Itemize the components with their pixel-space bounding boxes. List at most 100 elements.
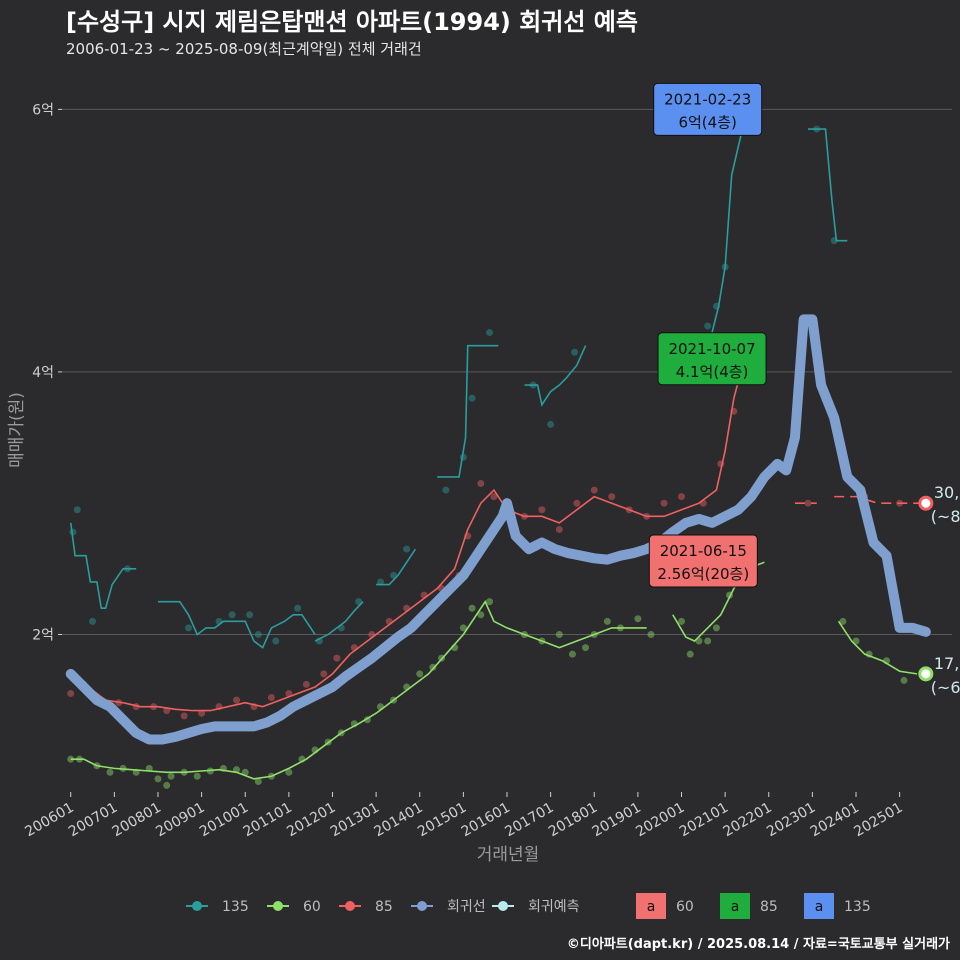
series-line-135-4 bbox=[437, 344, 499, 478]
annotation-box-0 bbox=[653, 82, 763, 136]
footer-credit: ©디아파트(dapt.kr) / 2025.08.14 / 자료=국토교통부 실… bbox=[567, 936, 950, 952]
legend-label-0: 135 bbox=[222, 899, 249, 915]
scatter-point-85-30 bbox=[555, 525, 563, 533]
end-label-value-85: 30,000 bbox=[934, 483, 960, 502]
scatter-point-85-12 bbox=[267, 693, 275, 701]
scatter-point-60-46 bbox=[678, 617, 686, 625]
scatter-point-135-23 bbox=[571, 348, 579, 356]
scatter-point-135-7 bbox=[246, 611, 254, 619]
y-ticks: 2억 4억 6억 bbox=[32, 102, 62, 643]
scatter-point-135-16 bbox=[403, 545, 411, 553]
scatter-point-85-16 bbox=[333, 654, 341, 662]
scatter-point-135-19 bbox=[468, 394, 476, 402]
x-tick-label-6: 201201 bbox=[284, 800, 338, 841]
legend-box-2 bbox=[804, 893, 834, 919]
legend-box-0 bbox=[636, 893, 666, 919]
scatter-point-60-33 bbox=[468, 604, 476, 612]
legend-box-label-1: 85 bbox=[760, 899, 778, 915]
scatter-point-135-2 bbox=[89, 617, 97, 625]
scatter-point-135-9 bbox=[272, 637, 280, 645]
scatter-point-85-10 bbox=[233, 696, 241, 704]
series-line-135-5 bbox=[524, 345, 587, 407]
series-line-135-3 bbox=[376, 548, 417, 586]
scatter-point-85-26 bbox=[490, 493, 498, 501]
scatter-point-60-3 bbox=[106, 768, 114, 776]
scatter-point-85-13 bbox=[285, 690, 293, 698]
x-tick-label-2: 200801 bbox=[110, 800, 164, 841]
scatter-point-135-24 bbox=[704, 322, 712, 330]
annotations: 2021-02-23 6억(4층) 2021-10-07 4.1억(4층) 2021-0… bbox=[648, 82, 767, 588]
end-point-85 bbox=[918, 495, 934, 511]
scatter-point-85-36 bbox=[660, 499, 668, 507]
legend-dot-3 bbox=[417, 901, 427, 911]
annotation-date-2: 2021-06-15 bbox=[660, 542, 747, 560]
legend-box-glyph-1: a bbox=[731, 899, 740, 915]
scatter-point-60-54 bbox=[839, 617, 847, 625]
scatter-point-60-50 bbox=[712, 624, 720, 632]
legend-box-1 bbox=[720, 893, 750, 919]
regression-line-path bbox=[65, 314, 931, 745]
scatter-point-60-44 bbox=[634, 615, 642, 623]
y-axis-title: 매매가(원) bbox=[7, 392, 27, 468]
y-tick-label-1: 4억 bbox=[32, 365, 54, 381]
scatter-point-85-14 bbox=[302, 680, 310, 688]
chart-subtitle: 2006-01-23 ~ 2025-08-09(최근계약일) 전체 거래건 bbox=[66, 40, 422, 58]
scatter-point-85-31 bbox=[573, 499, 581, 507]
annotation-box-2 bbox=[648, 534, 758, 588]
end-label-area-60: (~60㎡) bbox=[931, 678, 960, 697]
annotation-price-1: 4.1억(4층) bbox=[676, 363, 749, 381]
scatter-point-135-20 bbox=[486, 329, 494, 337]
scatter-point-85-43 bbox=[804, 499, 812, 507]
scatter-point-60-49 bbox=[704, 637, 712, 645]
scatter-point-60-28 bbox=[416, 670, 424, 678]
regression-line bbox=[65, 314, 931, 745]
legend-dot-1 bbox=[273, 901, 283, 911]
series-line-85-0 bbox=[70, 357, 765, 712]
scatter-point-135-8 bbox=[254, 630, 262, 638]
legend-label-4: 회귀예측 bbox=[528, 899, 580, 915]
x-tick-label-8: 201401 bbox=[371, 800, 425, 841]
x-tick-label-11: 201701 bbox=[502, 800, 556, 841]
series-line-135-0 bbox=[69, 522, 137, 610]
legend-box-label-2: 135 bbox=[844, 899, 871, 915]
x-tick-label-4: 201001 bbox=[197, 800, 251, 841]
x-tick-label-5: 201101 bbox=[241, 800, 295, 841]
legend: 135 60 85 회귀선 회귀예측 a 60 a 85 a 135 bbox=[186, 893, 871, 919]
scatter-point-60-38 bbox=[555, 630, 563, 638]
series-line-135-6 bbox=[702, 109, 748, 347]
legend-dot-2 bbox=[345, 901, 355, 911]
scatter-point-60-29 bbox=[429, 663, 437, 671]
scatter-point-60-7 bbox=[154, 775, 162, 783]
x-tick-label-19: 202501 bbox=[851, 800, 905, 841]
scatter-point-60-35 bbox=[486, 598, 494, 606]
scatter-point-85-32 bbox=[590, 486, 598, 494]
x-tick-label-13: 201901 bbox=[590, 800, 644, 841]
annotation-date-0: 2021-02-23 bbox=[664, 90, 751, 108]
scatter-point-85-0 bbox=[67, 690, 75, 698]
scatter-point-135-4 bbox=[185, 624, 193, 632]
series-line-85-2 bbox=[834, 495, 922, 505]
scatter-point-135-14 bbox=[376, 578, 384, 586]
x-tick-label-0: 200601 bbox=[22, 800, 76, 841]
scatter-point-60-39 bbox=[568, 650, 576, 658]
legend-label-3: 회귀선 bbox=[447, 899, 486, 915]
legend-label-2: 85 bbox=[375, 899, 393, 915]
scatter-point-60-18 bbox=[285, 768, 293, 776]
scatter-point-85-29 bbox=[538, 506, 546, 514]
x-ticks: 2006012007012008012009012010012011012012… bbox=[22, 792, 906, 841]
scatter-point-60-34 bbox=[477, 611, 485, 619]
series-line-135-7 bbox=[808, 128, 848, 242]
y-tick-label-0: 2억 bbox=[32, 627, 54, 643]
scatter-point-135-10 bbox=[294, 604, 302, 612]
scatter-point-60-8 bbox=[163, 781, 171, 789]
x-tick-label-12: 201801 bbox=[546, 800, 600, 841]
scatter-point-60-11 bbox=[193, 772, 201, 780]
annotation-price-2: 2.56억(20층) bbox=[657, 565, 749, 583]
x-tick-label-18: 202401 bbox=[808, 800, 862, 841]
legend-box-label-0: 60 bbox=[676, 899, 694, 915]
x-tick-label-1: 200701 bbox=[66, 800, 120, 841]
annotation-price-0: 6억(4층) bbox=[678, 113, 736, 131]
scatter-point-60-16 bbox=[254, 777, 262, 785]
annotation-date-1: 2021-10-07 bbox=[668, 340, 755, 358]
